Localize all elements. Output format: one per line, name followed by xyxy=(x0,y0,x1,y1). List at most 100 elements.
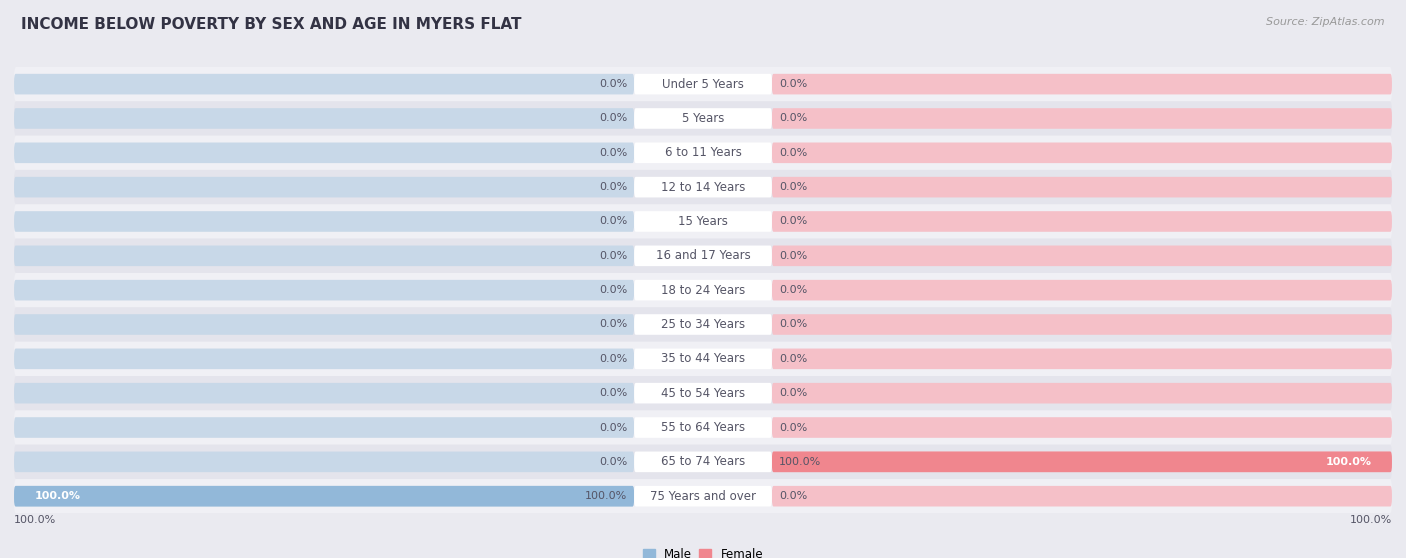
Text: 6 to 11 Years: 6 to 11 Years xyxy=(665,146,741,159)
FancyBboxPatch shape xyxy=(14,239,1392,273)
FancyBboxPatch shape xyxy=(14,246,634,266)
Text: 0.0%: 0.0% xyxy=(779,79,807,89)
Text: 0.0%: 0.0% xyxy=(599,182,627,192)
Text: 0.0%: 0.0% xyxy=(599,217,627,227)
FancyBboxPatch shape xyxy=(14,314,634,335)
FancyBboxPatch shape xyxy=(14,136,1392,170)
Text: 12 to 14 Years: 12 to 14 Years xyxy=(661,181,745,194)
Text: 0.0%: 0.0% xyxy=(779,354,807,364)
Text: 100.0%: 100.0% xyxy=(14,515,56,525)
FancyBboxPatch shape xyxy=(14,142,634,163)
FancyBboxPatch shape xyxy=(772,314,1392,335)
FancyBboxPatch shape xyxy=(772,451,1392,472)
FancyBboxPatch shape xyxy=(772,246,1392,266)
FancyBboxPatch shape xyxy=(14,486,634,507)
FancyBboxPatch shape xyxy=(772,142,1392,163)
FancyBboxPatch shape xyxy=(14,108,634,129)
FancyBboxPatch shape xyxy=(14,451,634,472)
Text: 35 to 44 Years: 35 to 44 Years xyxy=(661,352,745,365)
FancyBboxPatch shape xyxy=(772,108,1392,129)
FancyBboxPatch shape xyxy=(14,383,634,403)
Text: 15 Years: 15 Years xyxy=(678,215,728,228)
FancyBboxPatch shape xyxy=(14,67,1392,102)
Text: 0.0%: 0.0% xyxy=(779,285,807,295)
Text: 25 to 34 Years: 25 to 34 Years xyxy=(661,318,745,331)
FancyBboxPatch shape xyxy=(14,341,1392,376)
Text: 100.0%: 100.0% xyxy=(779,457,821,467)
Text: 0.0%: 0.0% xyxy=(779,422,807,432)
Text: 100.0%: 100.0% xyxy=(585,491,627,501)
FancyBboxPatch shape xyxy=(772,451,1392,472)
Text: 55 to 64 Years: 55 to 64 Years xyxy=(661,421,745,434)
FancyBboxPatch shape xyxy=(772,177,1392,198)
FancyBboxPatch shape xyxy=(634,349,772,369)
Text: 0.0%: 0.0% xyxy=(779,217,807,227)
Text: INCOME BELOW POVERTY BY SEX AND AGE IN MYERS FLAT: INCOME BELOW POVERTY BY SEX AND AGE IN M… xyxy=(21,17,522,32)
FancyBboxPatch shape xyxy=(634,246,772,266)
Text: 0.0%: 0.0% xyxy=(779,251,807,261)
Text: 0.0%: 0.0% xyxy=(599,113,627,123)
Text: 0.0%: 0.0% xyxy=(599,285,627,295)
Text: 65 to 74 Years: 65 to 74 Years xyxy=(661,455,745,468)
Text: 0.0%: 0.0% xyxy=(599,320,627,329)
FancyBboxPatch shape xyxy=(772,486,1392,507)
FancyBboxPatch shape xyxy=(634,314,772,335)
FancyBboxPatch shape xyxy=(772,280,1392,300)
Text: 100.0%: 100.0% xyxy=(1326,457,1371,467)
Text: 100.0%: 100.0% xyxy=(35,491,80,501)
Text: 100.0%: 100.0% xyxy=(1350,515,1392,525)
Text: 0.0%: 0.0% xyxy=(779,113,807,123)
FancyBboxPatch shape xyxy=(14,170,1392,204)
Text: 5 Years: 5 Years xyxy=(682,112,724,125)
Text: 0.0%: 0.0% xyxy=(779,388,807,398)
Text: 0.0%: 0.0% xyxy=(779,491,807,501)
Text: 0.0%: 0.0% xyxy=(779,182,807,192)
FancyBboxPatch shape xyxy=(14,486,634,507)
Text: Under 5 Years: Under 5 Years xyxy=(662,78,744,90)
Text: 75 Years and over: 75 Years and over xyxy=(650,490,756,503)
FancyBboxPatch shape xyxy=(14,280,634,300)
Text: 0.0%: 0.0% xyxy=(599,457,627,467)
Text: 0.0%: 0.0% xyxy=(599,422,627,432)
FancyBboxPatch shape xyxy=(634,142,772,163)
FancyBboxPatch shape xyxy=(14,410,1392,445)
FancyBboxPatch shape xyxy=(14,204,1392,239)
FancyBboxPatch shape xyxy=(772,417,1392,438)
Text: 0.0%: 0.0% xyxy=(599,354,627,364)
Text: 0.0%: 0.0% xyxy=(599,251,627,261)
FancyBboxPatch shape xyxy=(772,349,1392,369)
Text: 0.0%: 0.0% xyxy=(599,148,627,158)
FancyBboxPatch shape xyxy=(14,273,1392,307)
FancyBboxPatch shape xyxy=(14,211,634,232)
FancyBboxPatch shape xyxy=(634,486,772,507)
FancyBboxPatch shape xyxy=(14,102,1392,136)
FancyBboxPatch shape xyxy=(14,376,1392,410)
FancyBboxPatch shape xyxy=(14,479,1392,513)
Text: 0.0%: 0.0% xyxy=(779,320,807,329)
FancyBboxPatch shape xyxy=(14,74,634,94)
FancyBboxPatch shape xyxy=(14,177,634,198)
FancyBboxPatch shape xyxy=(634,108,772,129)
FancyBboxPatch shape xyxy=(634,280,772,300)
Text: Source: ZipAtlas.com: Source: ZipAtlas.com xyxy=(1267,17,1385,27)
FancyBboxPatch shape xyxy=(14,307,1392,341)
FancyBboxPatch shape xyxy=(634,211,772,232)
FancyBboxPatch shape xyxy=(14,417,634,438)
FancyBboxPatch shape xyxy=(772,211,1392,232)
Text: 0.0%: 0.0% xyxy=(599,79,627,89)
Legend: Male, Female: Male, Female xyxy=(638,543,768,558)
FancyBboxPatch shape xyxy=(634,177,772,198)
FancyBboxPatch shape xyxy=(14,349,634,369)
Text: 0.0%: 0.0% xyxy=(779,148,807,158)
FancyBboxPatch shape xyxy=(772,383,1392,403)
Text: 45 to 54 Years: 45 to 54 Years xyxy=(661,387,745,400)
FancyBboxPatch shape xyxy=(772,74,1392,94)
Text: 0.0%: 0.0% xyxy=(599,388,627,398)
FancyBboxPatch shape xyxy=(634,451,772,472)
FancyBboxPatch shape xyxy=(634,383,772,403)
Text: 18 to 24 Years: 18 to 24 Years xyxy=(661,283,745,297)
FancyBboxPatch shape xyxy=(14,445,1392,479)
FancyBboxPatch shape xyxy=(634,74,772,94)
Text: 16 and 17 Years: 16 and 17 Years xyxy=(655,249,751,262)
FancyBboxPatch shape xyxy=(634,417,772,438)
